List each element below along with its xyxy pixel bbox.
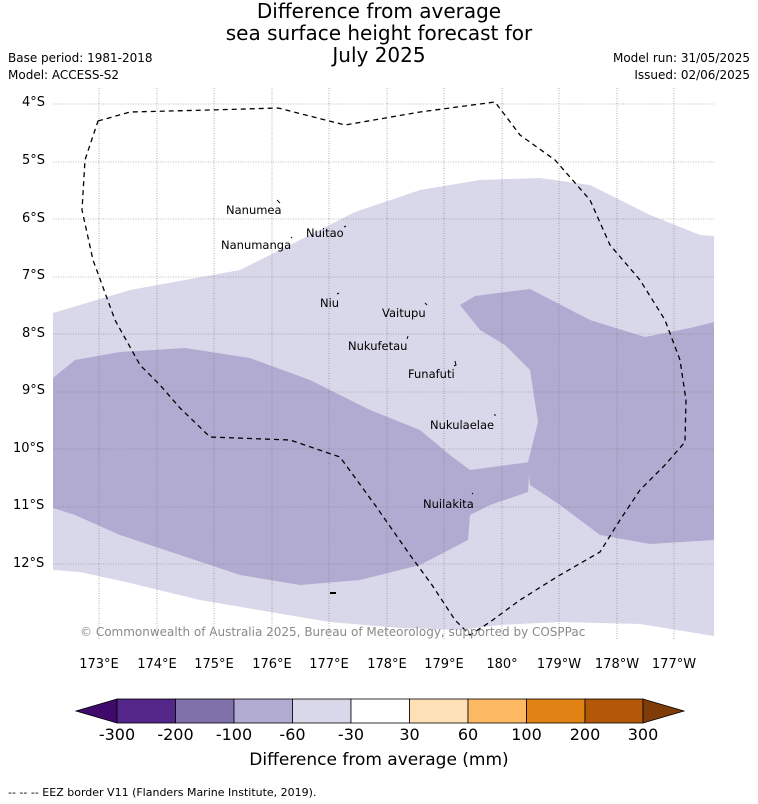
island-label-nukufetau: Nukufetau — [348, 339, 407, 353]
colorbar-segment-1 — [116, 698, 176, 724]
lat-label-12s: 12°S — [13, 556, 45, 571]
colorbar-tick-1: -300 — [98, 725, 136, 744]
map-plot-area: Nanumea Nuitao Nanumanga Niu Vaitupu Nuk… — [53, 88, 714, 640]
colorbar-segment-7 — [467, 698, 527, 724]
colorbar-tick-5: -30 — [337, 725, 365, 744]
colorbar-extend-high — [642, 698, 686, 724]
title-line-2: sea surface height forecast for — [225, 21, 533, 45]
colorbar-title: Difference from average (mm) — [249, 750, 509, 770]
lon-label-174e: 174°E — [137, 657, 177, 672]
island-markers — [276, 199, 496, 594]
colorbar-segment-8 — [526, 698, 586, 724]
island-label-nuilakita: Nuilakita — [423, 497, 474, 511]
island-shape-funafuti — [453, 360, 457, 367]
lon-label-177w: 177°W — [651, 657, 697, 672]
colorbar-segment-6 — [409, 698, 469, 724]
island-label-nukulaelae: Nukulaelae — [430, 418, 494, 432]
lon-label-175e: 175°E — [194, 657, 234, 672]
copyright-notice: © Commonwealth of Australia 2025, Bureau… — [80, 625, 585, 639]
colorbar-tick-2: -200 — [157, 725, 194, 744]
island-label-nuitao: Nuitao — [306, 226, 344, 240]
island-label-nanumea: Nanumea — [226, 203, 282, 217]
colorbar-tick-4: -60 — [279, 725, 306, 744]
lon-label-180: 180° — [486, 657, 518, 672]
meta-right: Model run: 31/05/2025 Issued: 02/06/2025 — [613, 50, 750, 84]
island-shape-nukufetau — [406, 335, 409, 340]
colorbar-extend-low — [74, 698, 118, 724]
colorbar-segment-3 — [233, 698, 293, 724]
colorbar-tick-10: 300 — [627, 725, 659, 744]
lat-label-6s: 6°S — [22, 211, 46, 226]
colorbar-tick-3: -100 — [215, 725, 253, 744]
lon-label-173e: 173°E — [79, 657, 119, 672]
lat-label-7s: 7°S — [22, 268, 46, 283]
colorbar-segment-9 — [584, 698, 644, 724]
island-shape-nuilakita — [471, 492, 474, 495]
lat-label-8s: 8°S — [22, 326, 46, 341]
island-label-vaitupu: Vaitupu — [382, 306, 426, 320]
island-shape-nanumea — [276, 199, 281, 204]
lon-label-176e: 176°E — [252, 657, 292, 672]
island-label-nanumanga: Nanumanga — [221, 238, 291, 252]
colorbar-segment-4 — [292, 698, 352, 724]
lon-label-179w: 179°W — [536, 657, 582, 672]
island-label-funafuti: Funafuti — [408, 367, 455, 381]
lon-label-179e: 179°E — [424, 657, 464, 672]
lat-label-10s: 10°S — [13, 441, 45, 456]
colorbar-tick-6: 30 — [399, 725, 420, 744]
colorbar-tick-7: 60 — [457, 725, 479, 744]
island-label-niu: Niu — [320, 296, 339, 310]
island-shape-nuitao — [343, 225, 347, 228]
colorbar-tick-9: 200 — [569, 725, 601, 744]
lon-label-177e: 177°E — [309, 657, 349, 672]
base-period: Base period: 1981-2018 — [8, 51, 153, 65]
title-line-3: July 2025 — [332, 43, 426, 67]
chart-title: Difference from average sea surface heig… — [0, 0, 758, 66]
model-run: Model run: 31/05/2025 — [612, 51, 750, 65]
colorbar-tick-8: 100 — [511, 725, 542, 744]
eez-legend: -- -- -- EEZ border V11 (Flanders Marine… — [8, 786, 317, 799]
lon-label-178w: 178°W — [594, 657, 640, 672]
lat-label-5s: 5°S — [22, 153, 46, 168]
model-name: Model: ACCESS-S2 — [8, 68, 120, 82]
colorbar-segment-5 — [350, 698, 410, 724]
island-shape-niu — [336, 292, 340, 295]
map-svg: Nanumea Nuitao Nanumanga Niu Vaitupu Nuk… — [53, 88, 714, 640]
lat-label-11s: 11°S — [13, 498, 45, 513]
island-shape-vaitupu — [424, 302, 428, 306]
lat-label-9s: 9°S — [22, 383, 46, 398]
eez-border — [81, 101, 687, 636]
gridlines — [53, 88, 714, 640]
colorbar-segment-2 — [175, 698, 235, 724]
lat-label-4s: 4°S — [22, 95, 46, 110]
lon-label-178e: 178°E — [367, 657, 407, 672]
title-line-1: Difference from average — [256, 0, 502, 23]
issued-date: Issued: 02/06/2025 — [634, 68, 750, 82]
anomaly-band-mid-west — [53, 348, 530, 585]
meta-left: Base period: 1981-2018 Model: ACCESS-S2 — [8, 50, 153, 84]
island-shape-nanumanga — [290, 236, 293, 239]
colorbar — [74, 698, 686, 724]
